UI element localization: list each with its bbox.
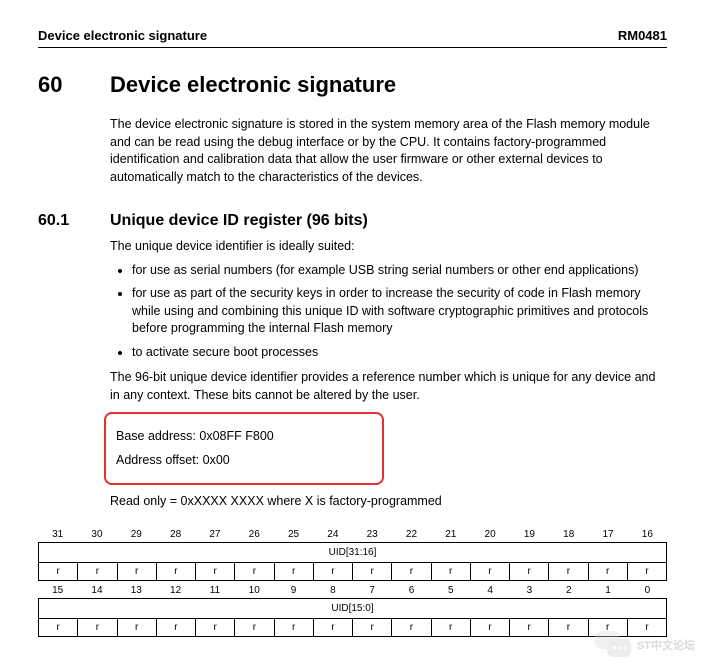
rw-cell: r	[38, 619, 77, 636]
page-header: Device electronic signature RM0481	[38, 28, 667, 48]
rw-cell: r	[627, 563, 667, 580]
rw-cell: r	[313, 563, 352, 580]
rw-cell: r	[470, 619, 509, 636]
register-table: 31 30 29 28 27 26 25 24 23 22 21 20 19 1…	[38, 527, 667, 637]
rw-cell: r	[38, 563, 77, 580]
bit-num: 6	[392, 583, 431, 598]
bit-num: 20	[470, 527, 509, 542]
address-highlight-box: Base address: 0x08FF F800 Address offset…	[104, 412, 384, 485]
rw-cell: r	[391, 619, 430, 636]
rw-cell: r	[548, 563, 587, 580]
bit-num: 27	[195, 527, 234, 542]
bit-num: 29	[117, 527, 156, 542]
rw-cell: r	[77, 619, 116, 636]
bit-num: 15	[38, 583, 77, 598]
bit-num: 24	[313, 527, 352, 542]
bit-num: 13	[117, 583, 156, 598]
field-low: UID[15:0]	[38, 599, 667, 618]
section-heading: 60 Device electronic signature	[38, 72, 667, 98]
section-title: Device electronic signature	[110, 72, 396, 98]
rw-cell: r	[234, 563, 273, 580]
bullet-list: for use as serial numbers (for example U…	[110, 262, 667, 362]
subsection-heading: 60.1 Unique device ID register (96 bits)	[38, 212, 667, 230]
bit-num: 10	[235, 583, 274, 598]
rw-cell: r	[313, 619, 352, 636]
rw-cell: r	[470, 563, 509, 580]
bit-numbers-low: 15 14 13 12 11 10 9 8 7 6 5 4 3 2 1 0	[38, 583, 667, 598]
rw-low-row: r r r r r r r r r r r r r r r r	[38, 619, 667, 637]
field-high: UID[31:16]	[38, 543, 667, 562]
rw-cell: r	[588, 563, 627, 580]
rw-cell: r	[509, 619, 548, 636]
bit-num: 3	[510, 583, 549, 598]
rw-cell: r	[77, 563, 116, 580]
rw-cell: r	[391, 563, 430, 580]
bit-num: 21	[431, 527, 470, 542]
bit-num: 25	[274, 527, 313, 542]
rw-cell: r	[352, 563, 391, 580]
rw-cell: r	[627, 619, 667, 636]
subsection-title: Unique device ID register (96 bits)	[110, 212, 368, 230]
bit-num: 23	[353, 527, 392, 542]
bit-num: 7	[353, 583, 392, 598]
rw-cell: r	[195, 563, 234, 580]
bit-num: 16	[628, 527, 667, 542]
bit-num: 17	[588, 527, 627, 542]
bit-num: 11	[195, 583, 234, 598]
rw-cell: r	[234, 619, 273, 636]
rw-cell: r	[588, 619, 627, 636]
rw-cell: r	[431, 619, 470, 636]
bit-num: 1	[588, 583, 627, 598]
tail-paragraph: The 96-bit unique device identifier prov…	[110, 369, 667, 404]
bit-num: 14	[77, 583, 116, 598]
intro-paragraph: The device electronic signature is store…	[110, 116, 667, 186]
document-code: RM0481	[618, 28, 667, 43]
rw-cell: r	[431, 563, 470, 580]
bit-num: 30	[77, 527, 116, 542]
bit-num: 31	[38, 527, 77, 542]
bit-num: 26	[235, 527, 274, 542]
bit-num: 12	[156, 583, 195, 598]
rw-cell: r	[156, 619, 195, 636]
bit-numbers-high: 31 30 29 28 27 26 25 24 23 22 21 20 19 1…	[38, 527, 667, 542]
bit-num: 18	[549, 527, 588, 542]
bit-num: 0	[628, 583, 667, 598]
header-title: Device electronic signature	[38, 28, 207, 43]
bit-num: 4	[470, 583, 509, 598]
bit-num: 28	[156, 527, 195, 542]
address-offset: Address offset: 0x00	[116, 452, 372, 470]
rw-cell: r	[156, 563, 195, 580]
rw-cell: r	[117, 563, 156, 580]
rw-cell: r	[274, 619, 313, 636]
list-item: for use as serial numbers (for example U…	[132, 262, 667, 280]
section-intro: The device electronic signature is store…	[110, 116, 667, 186]
bit-num: 9	[274, 583, 313, 598]
list-item: for use as part of the security keys in …	[132, 285, 667, 338]
readonly-note: Read only = 0xXXXX XXXX where X is facto…	[110, 493, 667, 511]
field-high-row: UID[31:16]	[38, 542, 667, 563]
subsection-number: 60.1	[38, 212, 110, 230]
base-address: Base address: 0x08FF F800	[116, 428, 372, 446]
bit-num: 8	[313, 583, 352, 598]
bit-num: 5	[431, 583, 470, 598]
field-low-row: UID[15:0]	[38, 598, 667, 619]
rw-cell: r	[274, 563, 313, 580]
rw-cell: r	[195, 619, 234, 636]
rw-cell: r	[117, 619, 156, 636]
rw-cell: r	[509, 563, 548, 580]
bit-num: 2	[549, 583, 588, 598]
lead-text: The unique device identifier is ideally …	[110, 238, 667, 256]
rw-cell: r	[548, 619, 587, 636]
section-number: 60	[38, 72, 110, 98]
bit-num: 19	[510, 527, 549, 542]
rw-cell: r	[352, 619, 391, 636]
subsection-body: The unique device identifier is ideally …	[110, 238, 667, 511]
rw-high-row: r r r r r r r r r r r r r r r r	[38, 563, 667, 581]
list-item: to activate secure boot processes	[132, 344, 667, 362]
bit-num: 22	[392, 527, 431, 542]
